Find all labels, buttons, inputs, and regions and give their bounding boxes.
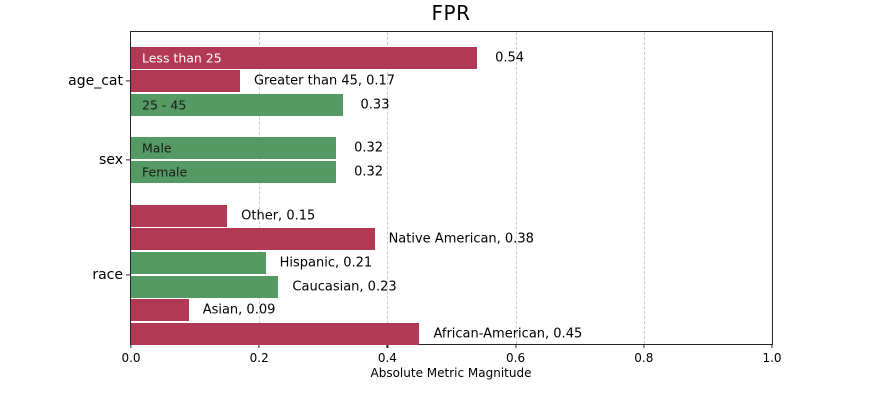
gridline xyxy=(387,32,389,344)
bar-inside-label: Male xyxy=(142,140,172,156)
bar-less-than-25: Less than 25 xyxy=(131,46,478,69)
bar-outside-label: 0.32 xyxy=(354,140,384,156)
bar-outside-label: 0.54 xyxy=(495,50,525,65)
bar-greater-than-45 xyxy=(131,70,240,93)
bar-outside-label: Hispanic, 0.21 xyxy=(279,255,373,271)
y-axis-tick xyxy=(126,274,131,276)
bar-outside-label: African-American, 0.45 xyxy=(433,326,583,342)
x-axis-tick xyxy=(515,344,517,348)
bar-outside-label: 0.32 xyxy=(354,164,384,180)
x-axis-tick-label: 0.2 xyxy=(249,351,269,365)
x-axis-tick-label: 0.6 xyxy=(506,351,526,365)
bar-outside-label: Native American, 0.38 xyxy=(388,231,534,247)
bar-inside-label: 25 - 45 xyxy=(142,97,187,113)
plot-area: 0.0 0.2 0.4 0.6 0.8 1.0 Less than 25 0.54 Greate… xyxy=(68,31,782,365)
bar-caucasian xyxy=(131,275,279,298)
bar-outside-label: Greater than 45, 0.17 xyxy=(253,73,396,89)
bar-african-american xyxy=(131,323,420,346)
bar-outside-label: Asian, 0.09 xyxy=(202,302,276,318)
x-axis-tick xyxy=(386,344,388,348)
x-axis-tick-label: 0.4 xyxy=(377,351,397,365)
y-axis-group-label-race: race xyxy=(92,266,123,283)
y-axis-tick xyxy=(126,80,131,82)
bar-inside-label: Less than 25 xyxy=(142,50,222,65)
x-axis-tick-label: 1.0 xyxy=(762,351,782,365)
x-axis-tick-label: 0.0 xyxy=(121,351,141,365)
bar-other xyxy=(131,204,228,227)
x-axis-tick xyxy=(771,344,773,348)
bar-outside-label: Caucasian, 0.23 xyxy=(292,279,397,295)
x-axis-tick xyxy=(258,344,260,348)
bar-outside-label: 0.33 xyxy=(360,97,390,113)
x-axis-tick-label: 0.8 xyxy=(634,351,654,365)
y-axis-tick xyxy=(126,159,131,161)
y-axis-group-label-sex: sex xyxy=(99,152,123,169)
x-axis-label: Absolute Metric Magnitude xyxy=(370,366,532,380)
gridline xyxy=(515,32,517,344)
bar-native-american xyxy=(131,228,375,251)
chart-title: FPR xyxy=(431,1,471,25)
x-axis-tick xyxy=(130,344,132,348)
bar-male: Male xyxy=(131,137,337,160)
bar-female: Female xyxy=(131,161,337,184)
y-axis-group-label-age_cat: age_cat xyxy=(68,73,123,90)
bar-outside-label: Other, 0.15 xyxy=(241,208,316,224)
bar-inside-label: Female xyxy=(142,164,188,180)
bar-asian xyxy=(131,299,189,322)
bar-25-45: 25 - 45 xyxy=(131,93,343,116)
gridline xyxy=(259,32,261,344)
x-axis-tick xyxy=(643,344,645,348)
gridline xyxy=(643,32,645,344)
bar-hispanic xyxy=(131,252,266,274)
